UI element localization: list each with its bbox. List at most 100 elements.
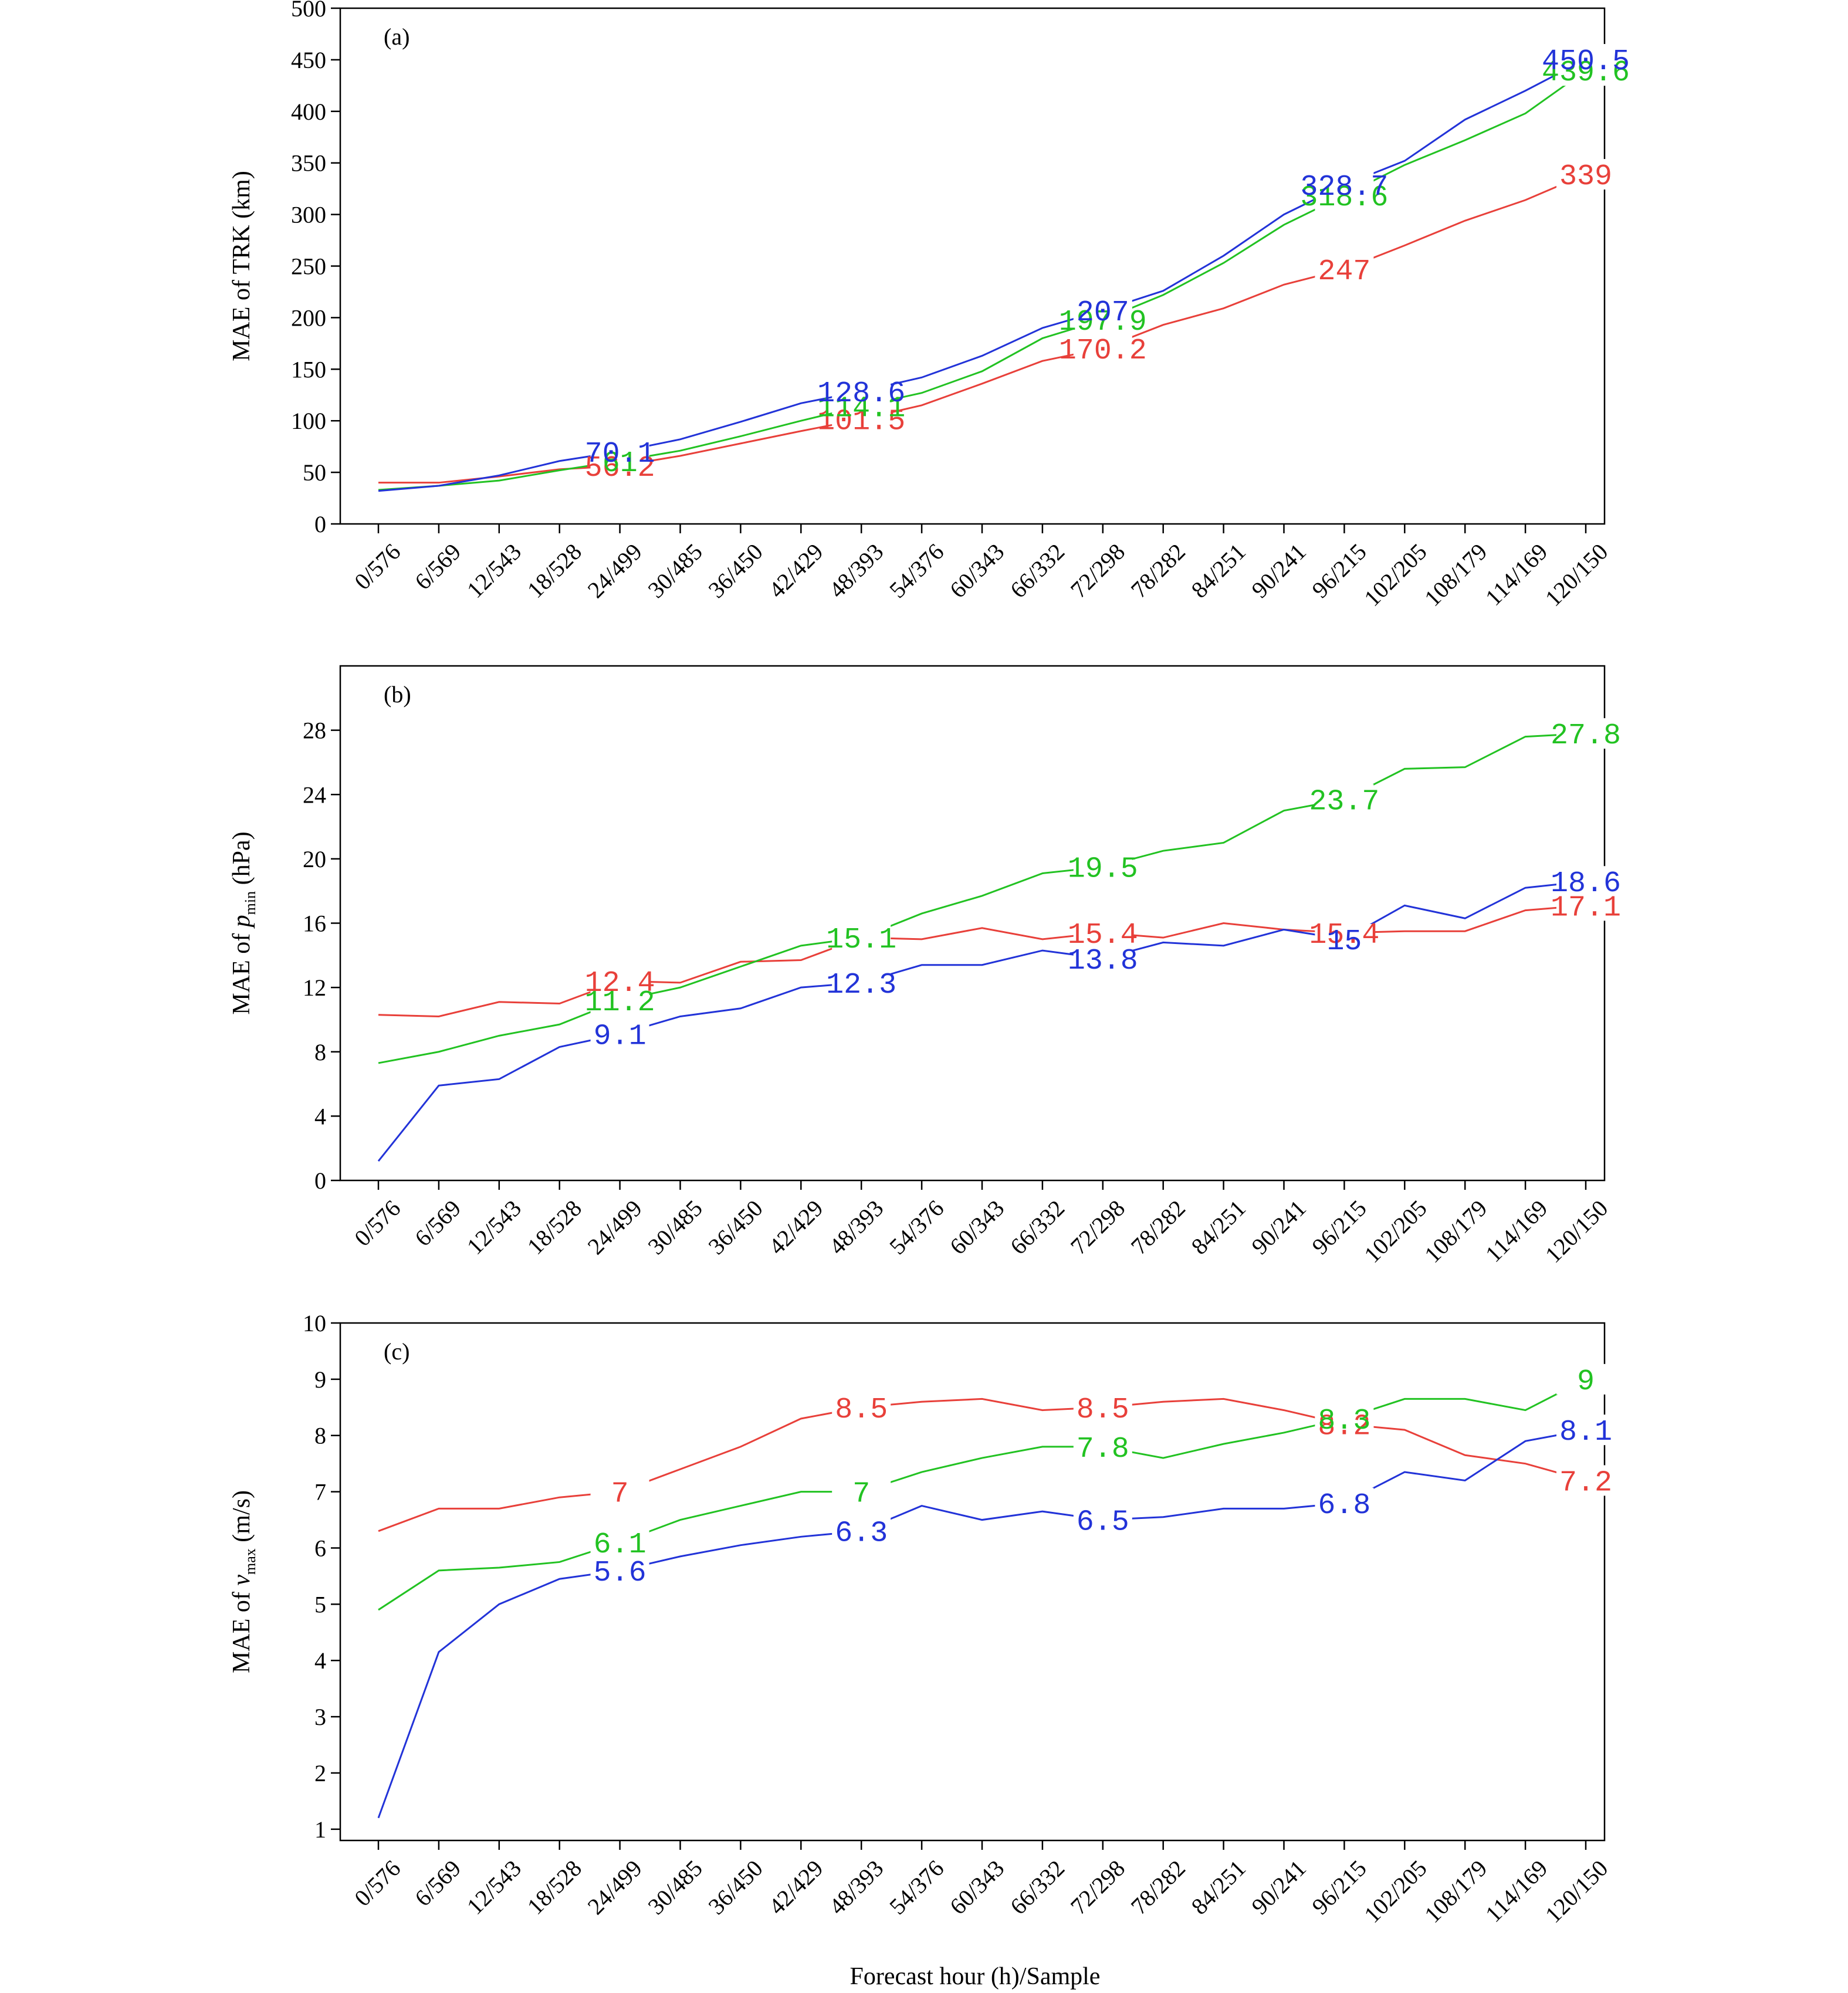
x-tick-label: 60/343 bbox=[945, 1855, 1009, 1920]
data-label-bg bbox=[590, 1555, 649, 1586]
data-label-bg bbox=[1073, 1392, 1132, 1423]
y-tick-label: 9 bbox=[314, 1366, 326, 1393]
series-line-red bbox=[378, 173, 1586, 484]
x-tick-label: 114/169 bbox=[1480, 1195, 1552, 1267]
data-label-bg bbox=[832, 967, 891, 998]
x-tick-label: 108/179 bbox=[1419, 1195, 1492, 1268]
x-tick-label: 120/150 bbox=[1540, 1195, 1613, 1268]
x-tick-label: 72/298 bbox=[1065, 539, 1130, 603]
x-tick-label: 78/282 bbox=[1126, 539, 1190, 603]
y-tick-label: 5 bbox=[314, 1591, 326, 1618]
panel-label: (c) bbox=[384, 1338, 409, 1365]
data-label-red: 101.5 bbox=[817, 405, 905, 439]
data-label-blue: 6.5 bbox=[1077, 1506, 1129, 1539]
data-label-bg bbox=[1073, 333, 1132, 364]
x-tick-label: 36/450 bbox=[703, 539, 767, 603]
data-label-red: 17.1 bbox=[1551, 891, 1621, 925]
x-tick-label: 0/576 bbox=[349, 1855, 405, 1911]
x-tick-label: 30/485 bbox=[642, 1195, 707, 1260]
x-tick-label: 114/169 bbox=[1480, 1855, 1552, 1927]
x-tick-label: 120/150 bbox=[1540, 539, 1613, 612]
data-label-bg bbox=[832, 1392, 891, 1423]
data-label-bg bbox=[1073, 943, 1132, 974]
x-tick-label: 72/298 bbox=[1065, 1855, 1130, 1920]
data-label-bg bbox=[1556, 1363, 1615, 1395]
x-tick-label: 60/343 bbox=[945, 539, 1009, 603]
y-tick-label: 7 bbox=[314, 1479, 326, 1505]
data-label-blue: 13.8 bbox=[1068, 945, 1138, 978]
series-line-green bbox=[378, 69, 1586, 491]
data-label-bg bbox=[1556, 1465, 1615, 1496]
x-tick-label: 12/543 bbox=[462, 1855, 526, 1920]
x-tick-label: 6/569 bbox=[409, 1195, 466, 1251]
data-label-red: 15.4 bbox=[1309, 919, 1379, 952]
data-label-bg bbox=[590, 985, 649, 1016]
data-label-blue: 207 bbox=[1077, 296, 1129, 330]
y-tick-label: 200 bbox=[291, 304, 326, 331]
data-label-blue: 70.1 bbox=[585, 438, 655, 471]
plot-frame bbox=[339, 1322, 1606, 1842]
x-tick-label: 66/332 bbox=[1005, 1195, 1069, 1260]
data-label-bg bbox=[832, 922, 891, 953]
data-label-red: 170.2 bbox=[1059, 334, 1147, 368]
data-label-bg bbox=[590, 436, 649, 467]
data-label-bg bbox=[832, 375, 891, 407]
data-label-red: 7.2 bbox=[1559, 1466, 1612, 1500]
data-label-blue: 128.6 bbox=[817, 377, 905, 411]
data-label-bg bbox=[1556, 866, 1615, 897]
x-tick-label: 36/450 bbox=[703, 1855, 767, 1920]
series-line-blue bbox=[378, 58, 1586, 492]
x-tick-label: 0/576 bbox=[349, 539, 405, 595]
y-tick-label: 3 bbox=[314, 1704, 326, 1730]
y-tick-label: 150 bbox=[291, 356, 326, 383]
x-tick-label: 114/169 bbox=[1480, 539, 1552, 611]
x-tick-label: 42/429 bbox=[763, 539, 828, 603]
x-tick-label: 78/282 bbox=[1126, 1855, 1190, 1920]
data-label-green: 6.1 bbox=[594, 1528, 647, 1562]
data-label-green: 23.7 bbox=[1309, 785, 1379, 818]
x-tick-label: 0/576 bbox=[349, 1195, 405, 1251]
x-tick-label: 102/205 bbox=[1359, 1855, 1432, 1928]
data-label-blue: 18.6 bbox=[1551, 867, 1621, 901]
data-label-red: 8.5 bbox=[1077, 1393, 1129, 1427]
y-tick-label: 350 bbox=[291, 150, 326, 177]
data-label-red: 15.4 bbox=[1068, 919, 1138, 952]
x-tick-label: 84/251 bbox=[1186, 1855, 1251, 1920]
y-axis-title: MAE of TRK (km) bbox=[228, 171, 255, 361]
x-tick-label: 84/251 bbox=[1186, 539, 1251, 603]
data-label-bg bbox=[832, 1515, 891, 1547]
x-tick-label: 60/343 bbox=[945, 1195, 1009, 1260]
series-line-green bbox=[378, 1378, 1586, 1611]
x-tick-label: 120/150 bbox=[1540, 1855, 1613, 1928]
data-label-green: 114.1 bbox=[817, 392, 905, 425]
data-label-bg bbox=[1073, 917, 1132, 948]
x-tick-label: 48/393 bbox=[824, 1855, 888, 1920]
data-label-red: 8.5 bbox=[835, 1393, 888, 1427]
x-tick-label: 24/499 bbox=[583, 1195, 647, 1260]
data-label-bg bbox=[1315, 1403, 1374, 1434]
data-label-green: 9 bbox=[1577, 1365, 1595, 1399]
x-tick-label: 36/450 bbox=[703, 1195, 767, 1260]
data-label-blue: 6.3 bbox=[835, 1517, 888, 1551]
x-tick-label: 12/543 bbox=[462, 539, 526, 603]
data-label-bg bbox=[590, 1527, 649, 1558]
y-axis-title: MAE of pmin (hPa) bbox=[228, 831, 259, 1014]
y-tick-label: 8 bbox=[314, 1039, 326, 1065]
data-label-red: 12.4 bbox=[585, 967, 655, 1000]
data-label-bg bbox=[1556, 1415, 1615, 1446]
y-tick-label: 8 bbox=[314, 1423, 326, 1449]
y-tick-label: 0 bbox=[314, 511, 326, 537]
x-tick-label: 66/332 bbox=[1005, 1855, 1069, 1920]
y-tick-label: 20 bbox=[303, 846, 326, 872]
y-tick-label: 0 bbox=[314, 1168, 326, 1194]
data-label-blue: 5.6 bbox=[594, 1556, 647, 1590]
data-label-green: 19.5 bbox=[1068, 853, 1138, 886]
x-tick-label: 12/543 bbox=[462, 1195, 526, 1260]
y-tick-label: 16 bbox=[303, 911, 326, 937]
data-label-green: 439.6 bbox=[1542, 56, 1630, 90]
x-tick-label: 54/376 bbox=[884, 1855, 949, 1920]
panel-label: (a) bbox=[384, 23, 409, 50]
data-label-green: 7.8 bbox=[1077, 1433, 1129, 1466]
data-label-bg bbox=[1073, 1431, 1132, 1462]
